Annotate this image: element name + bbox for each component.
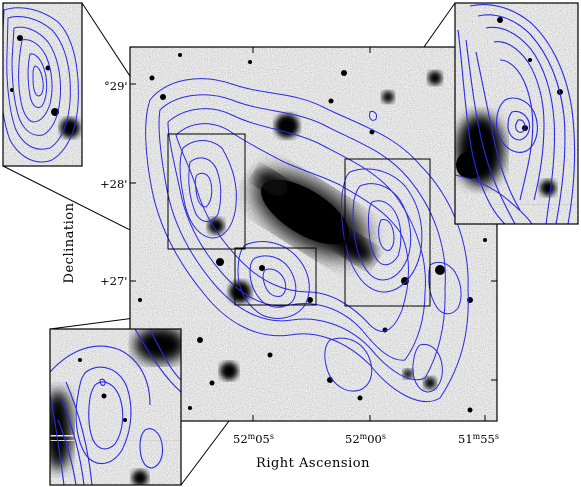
main-image-panel [130, 47, 497, 421]
dec-tick-label: +27' [100, 274, 127, 288]
dec-tick-labels: °29' +28' +27' [100, 79, 128, 288]
dec-tick-label: +28' [100, 177, 127, 191]
dec-tick-label: °29' [104, 79, 128, 93]
x-axis-label: Right Ascension [256, 456, 370, 471]
ra-tick-label: 52m00s [345, 432, 386, 447]
inset-lower-left [49, 328, 182, 486]
ra-tick-label: 52m05s [233, 432, 274, 447]
stars [138, 53, 487, 413]
inset-upper-right [454, 2, 579, 225]
ra-tick-labels: 52m05s 52m00s 51m55s [233, 432, 499, 447]
main-panel-frame [129, 46, 498, 422]
inset-upper-left [2, 2, 83, 167]
contours-main [145, 78, 469, 403]
galaxy-core [253, 170, 375, 264]
ra-tick-label: 51m55s [458, 432, 499, 447]
zoom-boxes [167, 133, 431, 307]
y-axis-label: Declination [62, 202, 77, 283]
